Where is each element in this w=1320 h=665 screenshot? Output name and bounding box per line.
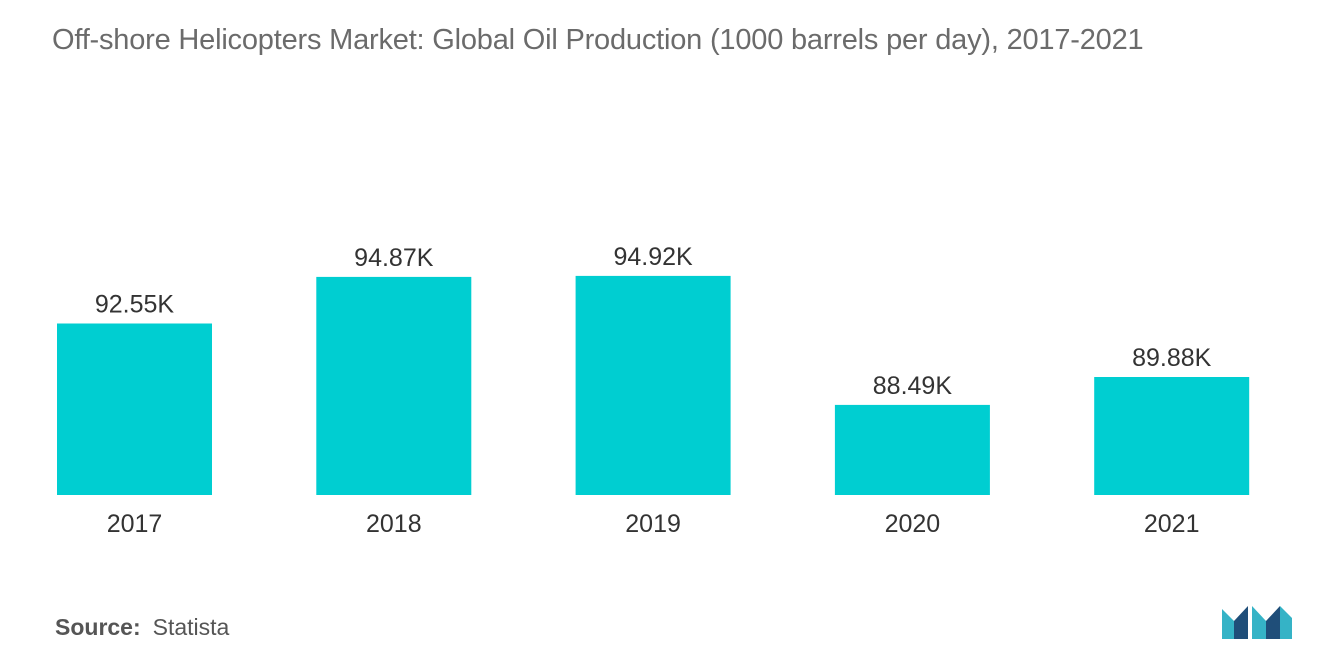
x-tick-2017: 2017	[107, 510, 163, 538]
bar-2021	[1094, 377, 1250, 495]
x-tick-2018: 2018	[366, 510, 422, 538]
chart-title: Off-shore Helicopters Market: Global Oil…	[52, 24, 1144, 56]
bar-2020	[834, 404, 990, 495]
bar-2019	[575, 275, 731, 495]
data-label-2017: 92.55K	[95, 291, 175, 319]
data-labels-group: 92.55K 94.87K 94.92K 88.49K 89.88K	[95, 243, 1212, 400]
data-label-2018: 94.87K	[354, 244, 434, 272]
x-axis-ticks-group: 2017 2018 2019 2020 2021	[107, 510, 1200, 538]
source-label: Source:	[55, 614, 141, 640]
source-value: Statista	[152, 614, 230, 640]
bar-2017	[57, 323, 212, 495]
x-tick-2020: 2020	[885, 510, 941, 538]
data-label-2020: 88.49K	[873, 372, 953, 400]
data-label-2021: 89.88K	[1132, 344, 1212, 372]
x-tick-2021: 2021	[1144, 510, 1200, 538]
bars-group	[57, 275, 1250, 495]
mordor-logo-icon	[1222, 606, 1292, 639]
x-tick-2019: 2019	[625, 510, 681, 538]
source-note: Source: Statista	[55, 614, 229, 641]
bar-2018	[316, 276, 472, 495]
data-label-2019: 94.92K	[613, 243, 693, 271]
